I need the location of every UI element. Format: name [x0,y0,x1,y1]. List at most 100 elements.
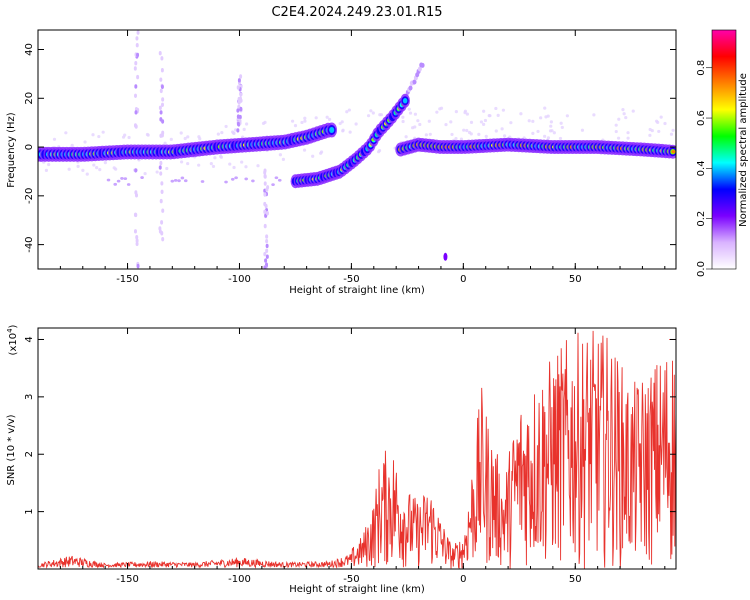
spectrogram-streak-blob [265,234,269,239]
spectrogram-speckle [213,156,217,160]
spectrogram-streak-blob [236,121,240,127]
spectrogram-streak-blob [237,78,241,83]
spectrogram-speckle [197,135,201,139]
spectrogram-streak-blob [161,102,165,107]
spectrogram-speckle [444,122,448,127]
spectrogram-speckle [256,164,260,168]
spectrogram-speckle [183,136,187,141]
spectrogram-y-tick-label: -20 [24,188,35,204]
spectrogram-speckle [101,130,105,134]
spectrogram-speckle [98,168,102,172]
spectrogram-speckle [245,122,249,126]
spectrogram-faint-trace [126,183,131,186]
spectrogram-speckle [44,168,49,172]
spectrogram-streak-blob [159,77,163,82]
spectrogram-streak-blob [160,68,164,73]
spectrogram-speckle [354,122,358,126]
spectrogram-streak-blob [135,43,139,48]
spectrogram-streak-blob [263,192,267,197]
snr-scale-base: (x10 [8,333,19,356]
spectrogram-speckle [462,128,466,132]
snr-scale-exponent: 4 [6,328,14,333]
spectrogram-speckle [416,119,420,123]
spectrogram-speckle [454,110,458,114]
spectrogram-speckle [242,127,246,131]
spectrogram-streak-blob [263,181,267,186]
snr-y-tick-label: 1 [24,508,35,514]
spectrogram-streak-blob [134,110,138,115]
spectrogram-streak-blob [238,118,242,124]
spectrogram-y-label: Frequency (Hz) [6,112,17,188]
spectrogram-streak-blob [158,105,162,111]
spectrogram-faint-trace [170,179,175,183]
spectrogram-speckle [281,157,286,162]
spectrogram-speckle [300,120,304,125]
spectrogram-speckle [477,132,481,136]
spectrogram-y-tick-label: 40 [24,43,35,56]
spectrogram-speckle [454,136,458,141]
spectrogram-speckle [558,136,563,141]
spectrogram-faint-trace [412,79,417,85]
spectrogram-speckle [121,135,126,139]
spectrogram-speckle [543,106,547,110]
spectrogram-speckle [463,109,468,113]
spectrogram-speckle [231,131,236,135]
spectrogram-streak-blob [158,165,162,170]
spectrogram-speckle [341,128,345,132]
spectrogram-speckle [531,119,535,123]
snr-y-tick-label: 2 [24,451,35,457]
spectrogram-speckle [539,116,543,120]
snr-scale-label: (x104) [6,324,19,355]
spectrogram-streak-blob [264,258,268,263]
spectrogram-speckle [369,109,373,113]
snr-frame [37,327,677,570]
spectrogram-x-tick-label: 0 [460,274,466,285]
spectrogram-streak-blob [237,100,241,105]
spectrogram-faint-trace [230,177,235,181]
spectrogram-speckle [501,108,505,112]
spectrogram-speckle [560,125,564,130]
spectrogram-faint-trace [180,176,185,180]
spectrogram-speckle [219,155,223,159]
spectrogram-trace-core [329,126,335,133]
spectrogram-speckle [211,164,216,169]
spectrogram-streak-blob [238,96,242,101]
spectrogram-speckle [549,124,553,128]
spectrogram-trace-core [402,98,408,104]
spectrogram-x-label: Height of straight line (km) [289,285,425,296]
colorbar-label: Normalized spectral amplitude [738,73,749,227]
spectrogram-speckle [626,131,630,135]
spectrogram-frame [37,29,677,270]
spectrogram-streak-blob [136,74,140,80]
spectrogram-speckle [617,117,621,121]
spectrogram-faint-trace [224,180,228,184]
spectrogram-speckle [52,137,57,141]
spectrogram-faint-trace [173,178,178,182]
spectrogram-speckle [496,113,500,117]
spectrogram-streak-blob [134,84,138,89]
spectrogram-speckle [155,170,159,174]
spectrogram-speckle [186,135,190,139]
spectrogram-speckle [127,135,131,140]
spectrogram-streak-blob [239,74,243,79]
spectrogram-speckle [85,172,89,176]
spectrogram-streak-blob [136,52,140,58]
spectrogram-speckle [624,115,628,120]
spectrogram-streak-blob [160,189,164,194]
spectrogram-streak-blob [133,229,137,234]
spectrogram-speckle [145,132,150,137]
spectrogram-speckle [165,166,169,171]
spectrogram-speckle [616,136,621,140]
spectrogram-speckle [413,125,417,129]
spectrogram-faint-trace [271,183,275,186]
colorbar-gradient [712,30,736,269]
spectrogram-streak-blob [263,265,267,269]
spectrogram-x-tick-label: -100 [228,274,251,285]
spectrogram-streak-blob [263,209,267,215]
spectrogram-speckle [143,171,147,176]
spectrogram-isolated-blob [443,252,448,261]
spectrogram-speckle [224,124,228,129]
spectrogram-speckle [427,119,431,123]
spectrogram-y-tick-label: 20 [24,92,35,105]
spectrogram-speckle [483,118,488,123]
